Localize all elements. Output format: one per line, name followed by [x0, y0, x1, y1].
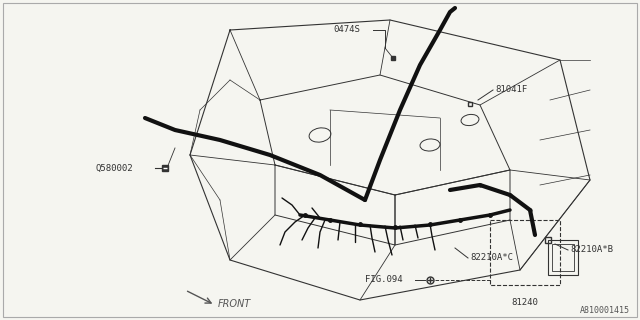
Text: 81041F: 81041F: [495, 85, 527, 94]
Bar: [490, 220, 560, 285]
Text: 82210A*B: 82210A*B: [570, 245, 613, 254]
Text: FRONT: FRONT: [218, 299, 252, 309]
Text: 0474S: 0474S: [333, 26, 360, 35]
Text: 81240: 81240: [511, 298, 538, 307]
Text: A810001415: A810001415: [580, 306, 630, 315]
Bar: [552, 244, 574, 271]
Bar: [548, 240, 578, 275]
Text: 82210A*C: 82210A*C: [470, 253, 513, 262]
Text: FIG.094: FIG.094: [365, 276, 403, 284]
Text: Q580002: Q580002: [95, 164, 132, 172]
